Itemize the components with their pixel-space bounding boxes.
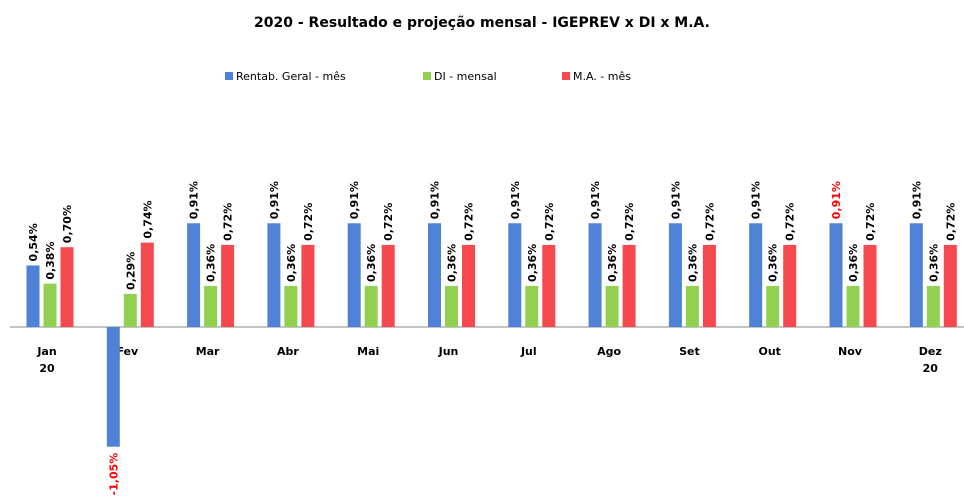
data-label: 0,91% <box>589 181 602 219</box>
legend-label: Rentab. Geral - mês <box>236 70 346 83</box>
bar <box>267 223 281 327</box>
bar <box>221 244 235 327</box>
x-tick-label: Fev <box>116 345 139 358</box>
bar <box>140 242 154 327</box>
bar <box>605 285 619 327</box>
data-label: 0,72% <box>864 203 877 241</box>
bar <box>749 223 763 327</box>
data-label: 0,91% <box>429 181 442 219</box>
bar <box>187 223 201 327</box>
data-label: 0,72% <box>302 203 315 241</box>
bar <box>123 293 137 327</box>
data-label: 0,72% <box>623 203 636 241</box>
bar <box>364 285 378 327</box>
data-label: 0,91% <box>910 181 923 219</box>
data-label: 0,72% <box>222 203 235 241</box>
bar <box>829 223 843 327</box>
bar <box>926 285 940 327</box>
bar <box>702 244 716 327</box>
bar <box>508 223 522 327</box>
bar <box>525 285 539 327</box>
bar <box>428 223 441 327</box>
bar <box>685 285 699 327</box>
data-label: 0,36% <box>847 244 860 282</box>
bar <box>943 244 957 327</box>
legend-swatch <box>562 72 570 80</box>
data-label: 0,91% <box>830 181 843 219</box>
x-tick-label: Jan 20 <box>36 345 56 375</box>
bar <box>381 244 395 327</box>
data-label: -1,05% <box>107 453 120 496</box>
data-label: 0,29% <box>124 252 137 290</box>
data-label: 0,72% <box>463 203 476 241</box>
data-label: 0,91% <box>669 181 682 219</box>
data-label: 0,72% <box>703 203 716 241</box>
chart-title: 2020 - Resultado e projeção mensal - IGE… <box>254 15 710 31</box>
data-label: 0,36% <box>606 244 619 282</box>
bar <box>846 285 860 327</box>
bar <box>60 247 74 327</box>
bar <box>26 265 40 327</box>
data-label: 0,70% <box>61 205 74 243</box>
x-tick-label: Ago <box>597 345 621 358</box>
data-label: 0,36% <box>767 244 780 282</box>
bar <box>347 223 361 327</box>
legend-swatch <box>423 72 431 80</box>
data-label: 0,72% <box>382 203 395 241</box>
data-label: 0,91% <box>509 181 522 219</box>
data-label: 0,91% <box>348 181 361 219</box>
data-label: 0,72% <box>944 203 957 241</box>
data-label: 0,38% <box>44 242 57 280</box>
bar <box>43 283 57 327</box>
bar <box>542 244 556 327</box>
x-tick-label: Mar <box>196 345 220 358</box>
data-label: 0,36% <box>686 244 699 282</box>
data-label: 0,91% <box>750 181 763 219</box>
bar <box>445 285 458 327</box>
data-label: 0,36% <box>526 244 539 282</box>
bar <box>863 244 877 327</box>
data-label: 0,91% <box>268 181 281 219</box>
data-label: 0,54% <box>27 223 40 261</box>
data-label: 0,72% <box>543 203 556 241</box>
data-label: 0,74% <box>141 200 154 238</box>
bar <box>462 244 475 327</box>
x-tick-label: Jul <box>520 345 537 358</box>
bar <box>106 327 120 447</box>
data-label: 0,72% <box>784 203 797 241</box>
x-tick-label: Set <box>679 345 700 358</box>
legend-label: DI - mensal <box>434 70 497 83</box>
data-label: 0,36% <box>205 244 218 282</box>
data-label: 0,36% <box>365 244 378 282</box>
data-label: 0,36% <box>927 244 940 282</box>
legend-label: M.A. - mês <box>573 70 631 83</box>
bar <box>766 285 780 327</box>
x-tick-label: Mai <box>357 345 379 358</box>
x-tick-label: Nov <box>838 345 863 358</box>
bar <box>588 223 602 327</box>
bar <box>284 285 298 327</box>
x-tick-label: Dez 20 <box>919 345 942 375</box>
bar <box>204 285 218 327</box>
x-tick-label: Abr <box>277 345 299 358</box>
data-label: 0,36% <box>446 244 459 282</box>
bar <box>783 244 797 327</box>
data-label: 0,36% <box>285 244 298 282</box>
legend-swatch <box>225 72 233 80</box>
x-tick-label: Jun <box>438 345 459 358</box>
bar <box>622 244 636 327</box>
bar <box>909 223 923 327</box>
bar <box>301 244 315 327</box>
x-tick-label: Out <box>758 345 780 358</box>
bar <box>668 223 682 327</box>
data-label: 0,91% <box>188 181 201 219</box>
